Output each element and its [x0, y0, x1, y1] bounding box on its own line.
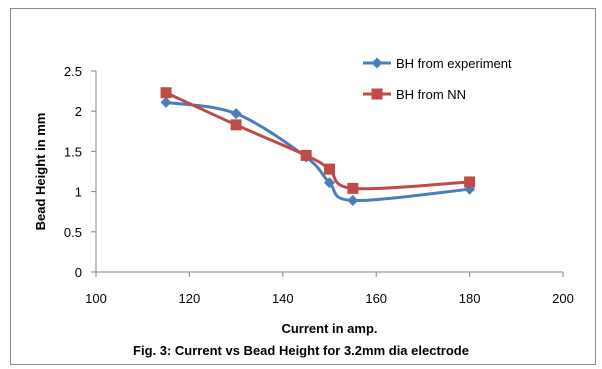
y-axis-label: Bead Height in mm: [33, 113, 48, 231]
legend-label: BH from NN: [396, 87, 466, 102]
figure-caption: Fig. 3: Current vs Bead Height for 3.2mm…: [133, 343, 469, 358]
axes: [95, 71, 563, 273]
data-point: [160, 96, 172, 108]
x-tick-label: 160: [365, 291, 387, 306]
series-line: [165, 100, 470, 202]
y-tick-label: 1.5: [64, 144, 82, 159]
data-point: [324, 177, 335, 189]
x-tick-label: 200: [552, 291, 574, 306]
series-line: [165, 91, 470, 191]
legend-marker: [371, 88, 383, 100]
y-tick-label: 2.5: [64, 64, 82, 79]
data-point: [300, 149, 312, 161]
data-point: [464, 176, 476, 188]
data-point: [230, 119, 242, 131]
data-point: [347, 194, 359, 206]
x-axis-label: Current in amp.: [281, 321, 377, 336]
y-tick-label: 0: [75, 265, 82, 280]
legend: BH from experiment BH from NN: [363, 56, 512, 102]
y-tick-label: 1: [75, 185, 82, 200]
chart-frame: [10, 8, 596, 365]
legend-marker: [371, 57, 383, 69]
data-point: [347, 182, 359, 194]
y-ticks: 0 0.5 1 1.5 2 2.5: [64, 64, 96, 280]
x-tick-label: 180: [459, 291, 481, 306]
x-ticks: 100 120 140 160 180 200: [85, 272, 574, 306]
legend-label: BH from experiment: [396, 56, 512, 71]
x-tick-label: 100: [85, 291, 107, 306]
y-tick-label: 2: [75, 104, 82, 119]
data-point: [160, 87, 172, 99]
series-1: [160, 87, 476, 194]
data-point: [230, 108, 242, 120]
data-point: [324, 163, 335, 175]
x-tick-label: 120: [179, 291, 201, 306]
x-tick-label: 140: [272, 291, 294, 306]
y-tick-label: 0.5: [64, 225, 82, 240]
series-group: [160, 87, 476, 206]
